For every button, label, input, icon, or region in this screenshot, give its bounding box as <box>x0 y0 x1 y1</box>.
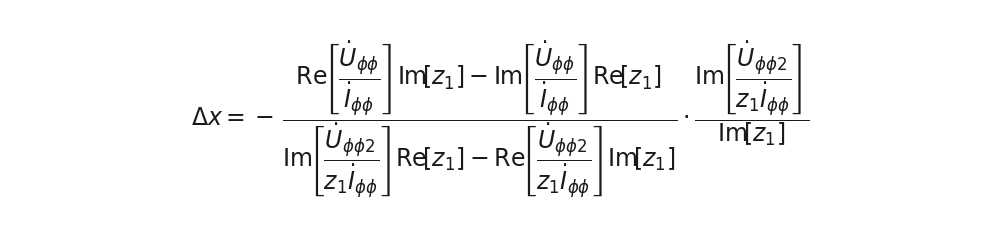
Text: $\Delta x = -\,\dfrac{\mathrm{Re}\!\left[\dfrac{\dot{U}_{\phi\phi}}{\dot{I}_{\ph: $\Delta x = -\,\dfrac{\mathrm{Re}\!\left… <box>191 39 809 201</box>
